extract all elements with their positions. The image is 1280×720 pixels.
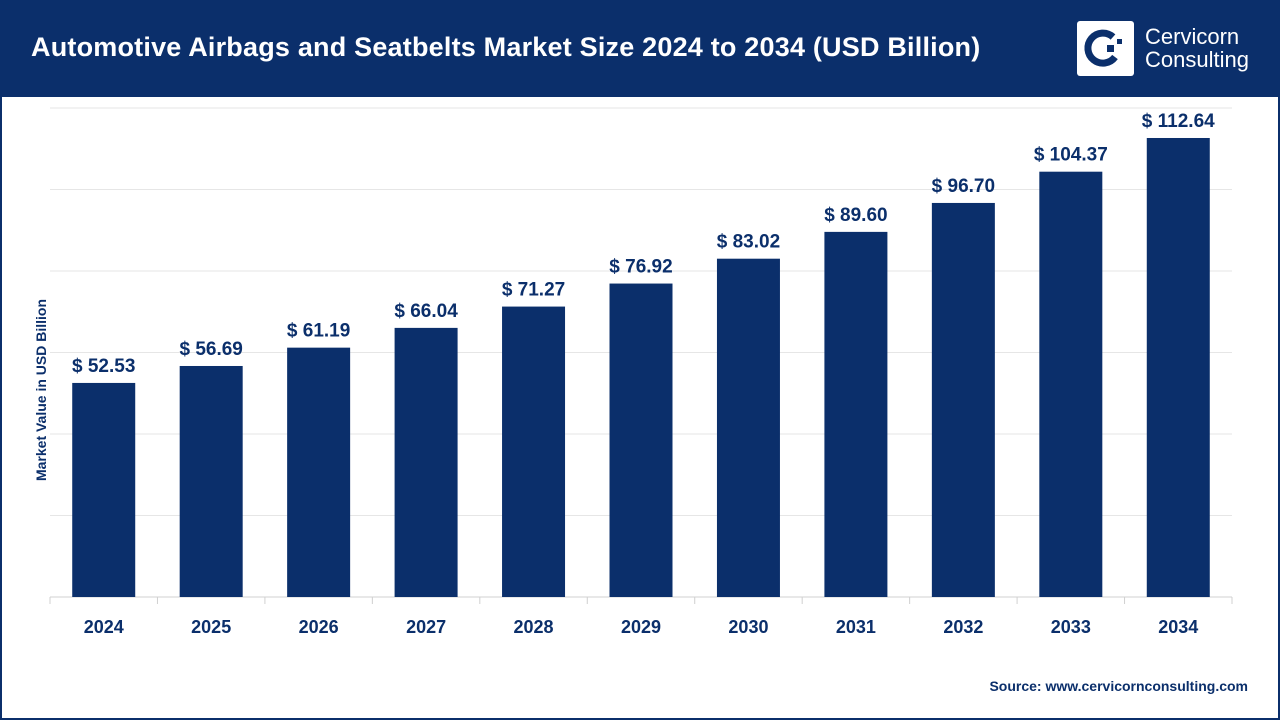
bar-2024 (72, 382, 136, 597)
bar-2028 (502, 306, 566, 597)
bar-2029 (609, 283, 673, 597)
source-text: Source: www.cervicornconsulting.com (989, 678, 1248, 694)
logo-line2: Consulting (1145, 47, 1249, 72)
bar-2025 (179, 365, 243, 597)
bar-2030 (716, 258, 780, 597)
y-axis-label: Market Value in USD Billion (33, 298, 49, 482)
logo-line1: Cervicorn (1145, 24, 1240, 49)
x-tick-label-2024: 2024 (84, 617, 124, 637)
x-tick-label-2034: 2034 (1158, 617, 1198, 637)
data-label-2027: $ 66.04 (394, 301, 458, 322)
x-tick-label-2026: 2026 (299, 617, 339, 637)
data-label-2033: $ 104.37 (1034, 145, 1108, 166)
data-label-2031: $ 89.60 (824, 205, 887, 226)
data-label-2030: $ 83.02 (717, 232, 780, 253)
data-label-2028: $ 71.27 (502, 280, 565, 301)
bar-2032 (931, 202, 995, 597)
data-label-2029: $ 76.92 (609, 257, 672, 278)
x-tick-label-2031: 2031 (836, 617, 876, 637)
x-tick-label-2027: 2027 (406, 617, 446, 637)
bar-2027 (394, 327, 458, 597)
x-tick-label-2029: 2029 (621, 617, 661, 637)
x-tick-label-2033: 2033 (1051, 617, 1091, 637)
bar-2031 (824, 231, 888, 597)
x-tick-label-2025: 2025 (191, 617, 231, 637)
data-label-2024: $ 52.53 (72, 356, 135, 377)
x-tick-label-2028: 2028 (514, 617, 554, 637)
cervicorn-logo-icon (1077, 21, 1134, 76)
x-tick-label-2032: 2032 (943, 617, 983, 637)
bar-2034 (1146, 137, 1210, 597)
x-tick-label-2030: 2030 (728, 617, 768, 637)
header-band (0, 0, 1280, 97)
data-label-2026: $ 61.19 (287, 321, 350, 342)
data-label-2032: $ 96.70 (932, 176, 995, 197)
bar-2033 (1039, 171, 1103, 597)
data-label-2034: $ 112.64 (1142, 111, 1215, 132)
bar-2026 (287, 347, 351, 597)
data-label-2025: $ 56.69 (179, 339, 242, 360)
logo-text: Cervicorn Consulting (1145, 25, 1249, 71)
chart-title: Automotive Airbags and Seatbelts Market … (31, 32, 981, 62)
